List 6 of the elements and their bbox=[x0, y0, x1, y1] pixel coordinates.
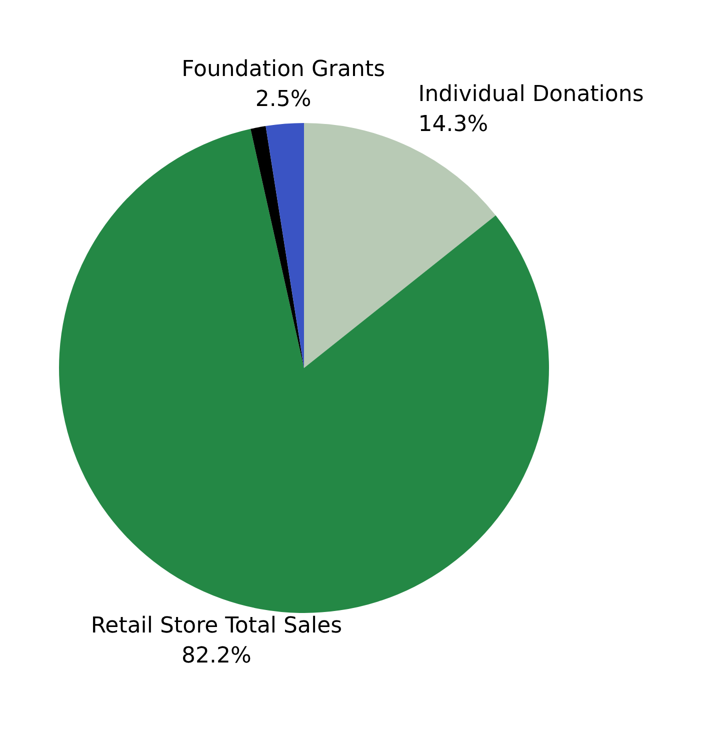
slice-label: Foundation Grants bbox=[182, 56, 386, 82]
data-label: 82.2% bbox=[182, 644, 252, 669]
data-label: 14.3% bbox=[418, 112, 488, 138]
slice-label: Retail Store Total Sales bbox=[90, 614, 342, 639]
data-label: 2.5% bbox=[255, 86, 312, 112]
slice-label: Individual Donations bbox=[418, 82, 644, 108]
